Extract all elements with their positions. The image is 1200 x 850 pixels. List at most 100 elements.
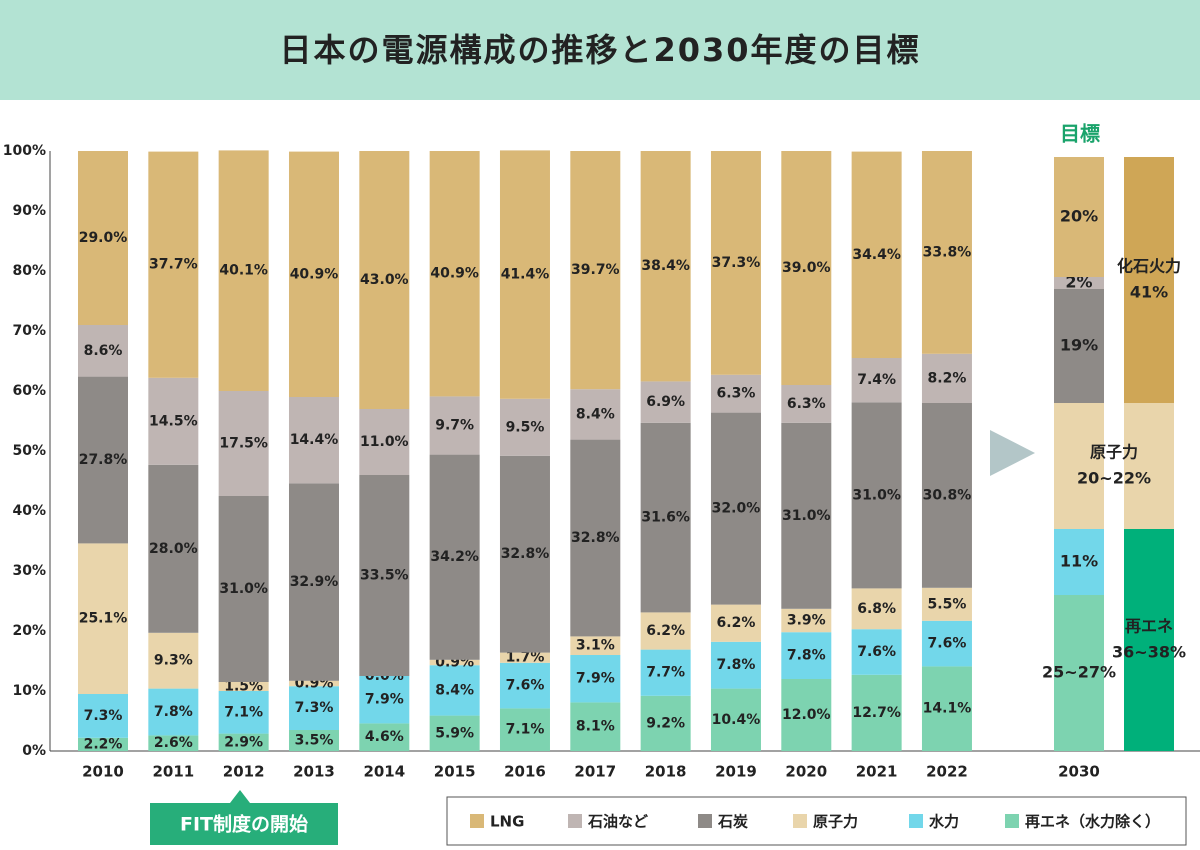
value-label: 37.3% <box>712 255 761 271</box>
value-label: 1.5% <box>224 679 263 695</box>
value-label: 30.8% <box>923 487 972 503</box>
value-label: 7.9% <box>365 692 404 708</box>
value-label: 39.7% <box>571 262 620 278</box>
x-tick-label: 2022 <box>926 763 968 781</box>
value-label: 7.6% <box>928 636 967 652</box>
bar-segment <box>78 151 128 325</box>
bar-segment <box>148 735 199 751</box>
bar-segment <box>288 397 339 484</box>
bar-segment <box>921 666 972 751</box>
bar-segment <box>710 374 761 413</box>
value-label: 7.1% <box>224 704 263 720</box>
segment-name: 再エネ <box>1125 617 1173 636</box>
bar-segment <box>570 439 621 637</box>
value-label: 1.7% <box>506 650 545 666</box>
bar-segment <box>640 381 691 423</box>
bar-segment <box>218 150 269 391</box>
value-label: 3.5% <box>295 733 334 749</box>
value-label: 32.9% <box>290 574 339 590</box>
bar-segment <box>710 151 761 375</box>
value-label: 37.7% <box>149 257 198 273</box>
value-label: 19% <box>1060 336 1098 355</box>
value-label: 7.3% <box>84 708 123 724</box>
bar-segment <box>148 377 199 465</box>
value-label: 12.7% <box>852 705 901 721</box>
bar-segment <box>570 636 621 655</box>
bar-segment <box>148 632 199 689</box>
chart-title: 日本の電源構成の推移と2030年度の目標 <box>279 31 920 69</box>
bar-segment <box>1054 595 1104 751</box>
legend-swatch <box>1005 814 1019 828</box>
value-label: 2.2% <box>84 736 123 752</box>
bar-segment <box>781 151 832 385</box>
value-label: 11% <box>1060 552 1098 571</box>
bar-segment <box>429 396 480 455</box>
bar-segment <box>851 402 902 589</box>
bar-segment <box>359 676 410 724</box>
bar-segment <box>640 151 691 382</box>
bar-segment <box>429 454 480 660</box>
y-tick-label: 20% <box>12 623 46 639</box>
value-label: 4.6% <box>365 729 404 745</box>
value-label: 40.1% <box>219 263 268 279</box>
value-label: 7.8% <box>787 648 826 664</box>
value-label: 34.2% <box>430 549 479 565</box>
y-tick-label: 60% <box>12 383 46 399</box>
value-label: 39.0% <box>782 260 831 276</box>
bar-segment <box>359 409 410 475</box>
bar-segment <box>640 612 691 650</box>
bar-segment <box>148 688 199 736</box>
bar-segment <box>148 151 199 378</box>
value-label: 8.6% <box>84 343 123 359</box>
annotation-pointer <box>230 790 250 803</box>
annotation-box <box>150 803 338 845</box>
value-label: 31.6% <box>641 510 690 526</box>
y-tick-label: 70% <box>12 323 46 339</box>
value-label: 25~27% <box>1042 663 1116 682</box>
bar-segment <box>1124 529 1174 751</box>
value-label: 2.9% <box>224 734 263 750</box>
legend-label: 石炭 <box>717 813 748 831</box>
bar-segment <box>1054 529 1104 595</box>
target-title: 目標 <box>1060 122 1100 146</box>
segment-name: 化石火力 <box>1117 257 1181 276</box>
legend-label: 再エネ（水力除く） <box>1025 813 1160 831</box>
bar-segment <box>921 403 972 588</box>
bar-segment <box>781 422 832 609</box>
value-label: 9.2% <box>646 715 685 731</box>
value-label: 5.5% <box>928 596 967 612</box>
bar-segment <box>288 730 339 751</box>
value-label: 33.8% <box>923 244 972 260</box>
value-label: 20~22% <box>1077 469 1151 488</box>
y-tick-label: 50% <box>12 443 46 459</box>
value-label: 36~38% <box>1112 643 1186 662</box>
legend-swatch <box>568 814 582 828</box>
legend-label: 石油など <box>587 813 648 831</box>
bar-segment <box>78 737 128 751</box>
value-label: 43.0% <box>360 272 409 288</box>
bar-segment <box>288 680 339 687</box>
value-label: 9.3% <box>154 653 193 669</box>
bar-segment <box>1054 277 1104 289</box>
bar-segment <box>851 151 902 358</box>
bar-segment <box>218 391 269 496</box>
bar-segment <box>78 694 128 738</box>
value-label: 33.5% <box>360 568 409 584</box>
bar-segment <box>288 686 339 730</box>
value-label: 20% <box>1060 207 1098 226</box>
header-band <box>0 0 1200 100</box>
x-tick-label: 2018 <box>645 763 687 781</box>
value-label: 34.4% <box>852 247 901 263</box>
value-label: 7.1% <box>506 722 545 738</box>
segment-name: 原子力 <box>1090 443 1138 462</box>
bar-segment <box>78 543 128 694</box>
value-label: 11.0% <box>360 434 409 450</box>
x-tick-label: 2015 <box>434 763 476 781</box>
value-label: 7.9% <box>576 671 615 687</box>
value-label: 9.5% <box>506 419 545 435</box>
bar-segment <box>1054 289 1104 403</box>
value-label: 27.8% <box>79 452 128 468</box>
bar-segment <box>570 655 621 703</box>
bar-segment <box>710 604 761 642</box>
bar-segment <box>570 702 621 751</box>
